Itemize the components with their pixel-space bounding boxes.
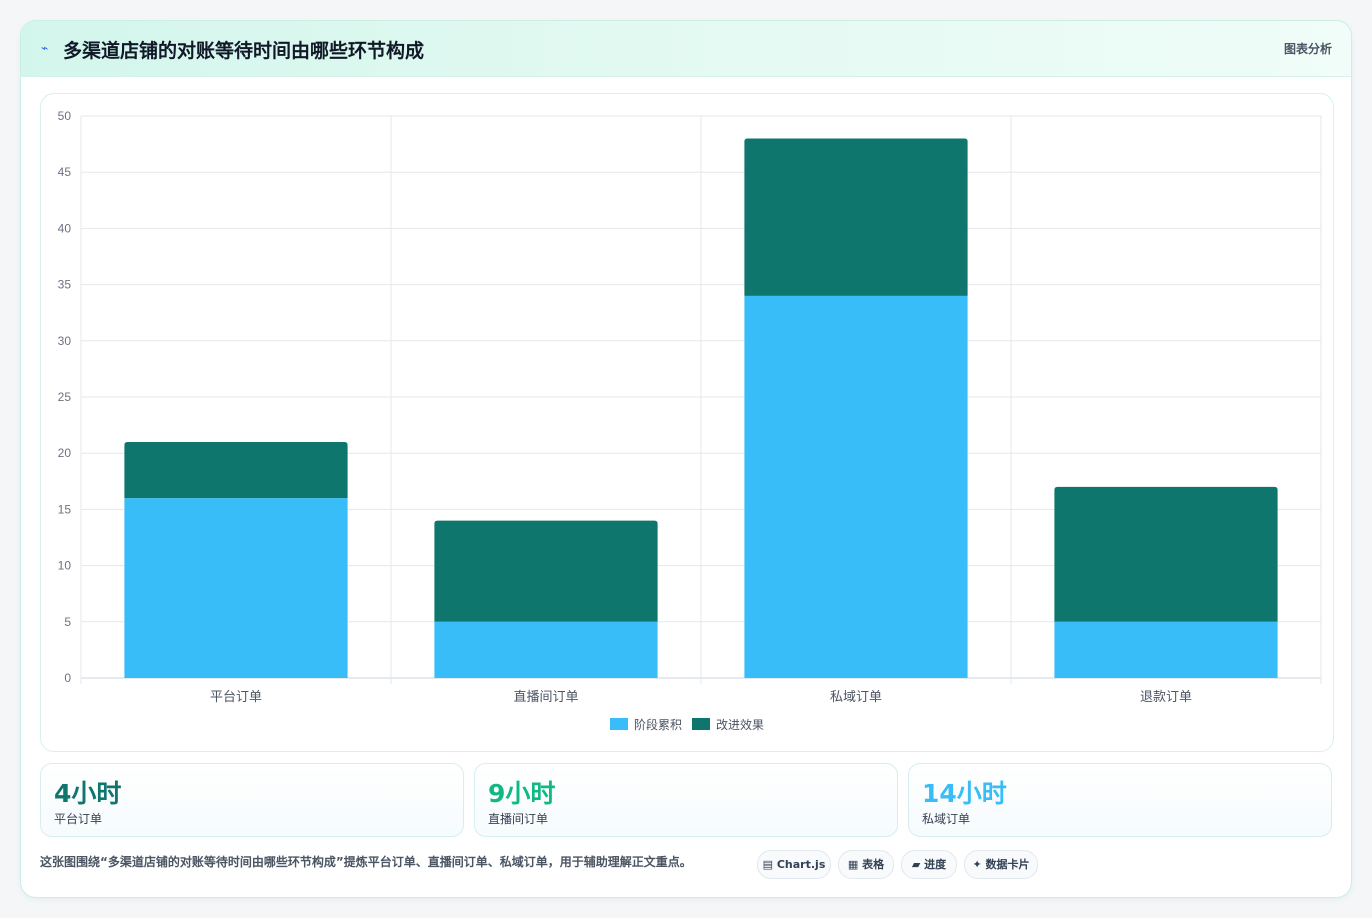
chip-label: 数据卡片: [985, 858, 1030, 871]
y-tick-label: 20: [58, 446, 72, 460]
y-tick-label: 5: [64, 615, 71, 629]
stat-card-live: 9小时 直播间订单: [474, 763, 898, 837]
chip-chartjs[interactable]: ▤ Chart.js: [757, 850, 831, 879]
chip-progress[interactable]: ▰ 进度: [901, 850, 957, 879]
stacked-bar-chart: 0 5 10 15 20 25 30 35 40 45 50 平台订单 直播间订单 私域订单 退款订单阶段累…: [58, 109, 1322, 732]
chart-panel: 0 5 10 15 20 25 30 35 40 45 50 平台订单 直播间订单 私域订单 退款订单阶段累…: [40, 93, 1334, 752]
chip-label: Chart.js: [776, 858, 826, 871]
chip-data-card[interactable]: ✦ 数据卡片: [964, 850, 1038, 879]
y-tick-label: 45: [58, 165, 72, 179]
chart-card: ⌁ 多渠道店铺的对账等待时间由哪些环节构成 图表分析 0 5 10 15 20 25 30 3…: [20, 20, 1352, 898]
bar-segment: [744, 138, 968, 296]
x-tick-label: 退款订单: [1140, 689, 1192, 704]
progress-icon: ▰: [911, 858, 921, 871]
legend-label: 改进效果: [716, 717, 764, 732]
lightning-icon: ⌁: [41, 41, 49, 55]
y-tick-label: 10: [58, 559, 72, 573]
stat-value: 14小时: [922, 779, 1007, 808]
bar-segment: [1054, 621, 1278, 678]
card-header: ⌁ 多渠道店铺的对账等待时间由哪些环节构成 图表分析: [21, 21, 1351, 77]
stat-value: 4小时: [54, 779, 122, 808]
stat-label: 私域订单: [922, 812, 971, 826]
bar-segment: [434, 621, 658, 678]
y-tick-label: 40: [58, 221, 72, 235]
chip-label: 表格: [862, 858, 885, 871]
bar-segment: [744, 295, 968, 678]
y-tick-label: 25: [58, 390, 72, 404]
legend-swatch: [692, 718, 710, 730]
chart-description: 这张图围绕“多渠道店铺的对账等待时间由哪些环节构成”提炼平台订单、直播间订单、私…: [40, 855, 692, 869]
x-tick-label: 私域订单: [830, 689, 882, 704]
bar-segment: [1054, 486, 1278, 622]
y-tick-label: 15: [58, 502, 72, 516]
stat-value: 9小时: [488, 779, 556, 808]
page-title: 多渠道店铺的对账等待时间由哪些环节构成: [63, 40, 425, 62]
category-tag: 图表分析: [1283, 42, 1332, 56]
stat-card-platform: 4小时 平台订单: [40, 763, 464, 837]
bar-segment: [124, 441, 348, 499]
y-tick-label: 50: [58, 109, 72, 123]
table-icon: ▦: [847, 858, 859, 871]
sparkle-icon: ✦: [972, 858, 982, 871]
chart-icon: ▤: [762, 858, 774, 871]
chip-label: 进度: [924, 858, 947, 871]
y-tick-label: 35: [58, 278, 72, 292]
stat-label: 直播间订单: [488, 812, 549, 826]
stat-label: 平台订单: [54, 812, 103, 826]
chip-table[interactable]: ▦ 表格: [838, 850, 894, 879]
legend-label: 阶段累积: [634, 717, 682, 732]
x-tick-label: 平台订单: [210, 689, 262, 704]
bar-segment: [124, 498, 348, 678]
bar-segment: [434, 520, 658, 622]
x-tick-label: 直播间订单: [513, 689, 578, 704]
stat-card-private: 14小时 私域订单: [908, 763, 1332, 837]
y-tick-label: 0: [64, 671, 71, 685]
y-tick-label: 30: [58, 334, 72, 348]
legend-swatch: [610, 718, 628, 730]
